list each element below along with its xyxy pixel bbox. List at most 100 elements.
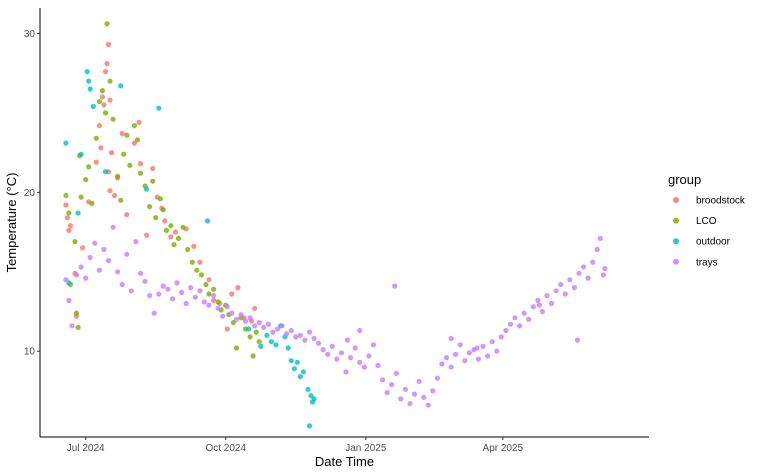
data-point [75, 324, 81, 330]
data-point [66, 210, 72, 216]
data-point [104, 21, 110, 27]
data-point [203, 281, 209, 288]
data-point [86, 164, 92, 170]
data-point [73, 310, 80, 316]
x-tick-label: Oct 2024 [205, 443, 246, 454]
data-point [107, 97, 113, 103]
data-point [252, 323, 258, 329]
data-point [503, 327, 509, 334]
data-point [311, 396, 317, 402]
data-point [92, 240, 98, 246]
data-point [242, 318, 249, 324]
data-point [288, 327, 294, 334]
data-point [142, 278, 148, 284]
data-point [348, 355, 354, 361]
data-point [115, 173, 121, 179]
data-point [357, 327, 363, 334]
series-outdoor [63, 69, 317, 429]
data-point [102, 110, 109, 116]
data-point [101, 246, 107, 253]
data-point [453, 351, 459, 357]
data-point [136, 119, 142, 125]
data-point [169, 296, 176, 302]
data-point [270, 329, 276, 335]
data-point [389, 382, 395, 388]
data-point [549, 300, 555, 307]
data-point [256, 339, 262, 345]
data-point [258, 343, 264, 349]
data-point [153, 215, 159, 221]
data-point [602, 266, 608, 272]
data-point [229, 291, 235, 297]
data-point [83, 177, 89, 183]
data-point [198, 272, 204, 278]
data-point [489, 339, 495, 345]
data-point [75, 210, 81, 216]
data-point [291, 366, 297, 372]
data-point [224, 326, 230, 332]
legend-label: trays [696, 257, 718, 268]
data-point [224, 304, 230, 310]
data-point [439, 361, 445, 367]
data-point [305, 386, 311, 392]
data-point [480, 343, 486, 349]
data-point [536, 302, 543, 308]
data-point [83, 275, 89, 281]
data-point [180, 224, 186, 230]
data-point [600, 272, 606, 278]
data-point [151, 310, 157, 316]
series-trays [63, 224, 608, 408]
data-point [99, 94, 105, 100]
data-point [119, 130, 125, 137]
data-point [137, 170, 144, 176]
data-point [393, 370, 399, 376]
data-point [160, 283, 166, 289]
legend-item-trays: trays [673, 257, 718, 268]
legend-label: outdoor [696, 237, 731, 248]
data-point [160, 207, 166, 213]
legend-title: group [668, 172, 701, 187]
data-point [127, 162, 133, 168]
data-point [185, 246, 191, 253]
data-point [133, 239, 139, 245]
data-point [215, 305, 221, 311]
data-point [137, 270, 144, 276]
data-point [494, 348, 500, 354]
data-point [96, 123, 102, 129]
data-point [306, 423, 313, 429]
data-point [105, 258, 112, 264]
data-point [238, 312, 244, 318]
data-point [211, 286, 217, 292]
data-point [78, 194, 84, 200]
y-tick-label: 10 [24, 347, 36, 358]
legend-key [673, 238, 679, 245]
data-point [211, 297, 217, 303]
data-point [96, 99, 102, 105]
data-point [247, 334, 253, 340]
data-point [63, 202, 69, 208]
legend-label: broodstock [696, 196, 746, 207]
data-point [571, 285, 578, 291]
data-point [93, 159, 99, 165]
data-point [235, 285, 241, 291]
data-point [84, 69, 90, 75]
data-point [72, 239, 78, 245]
data-point [104, 61, 110, 67]
x-tick-label: Jan 2025 [345, 443, 387, 454]
data-point [147, 293, 153, 299]
data-point [421, 394, 427, 400]
data-point [69, 323, 75, 329]
data-point [457, 342, 463, 348]
data-point [206, 291, 212, 297]
data-point [521, 310, 527, 316]
data-point [156, 291, 162, 297]
data-point [256, 320, 262, 326]
data-point [63, 277, 69, 283]
data-point [204, 218, 211, 224]
data-point [407, 401, 413, 407]
data-point [544, 293, 550, 299]
data-point [118, 83, 124, 89]
data-point [174, 280, 180, 286]
data-point [87, 86, 93, 92]
